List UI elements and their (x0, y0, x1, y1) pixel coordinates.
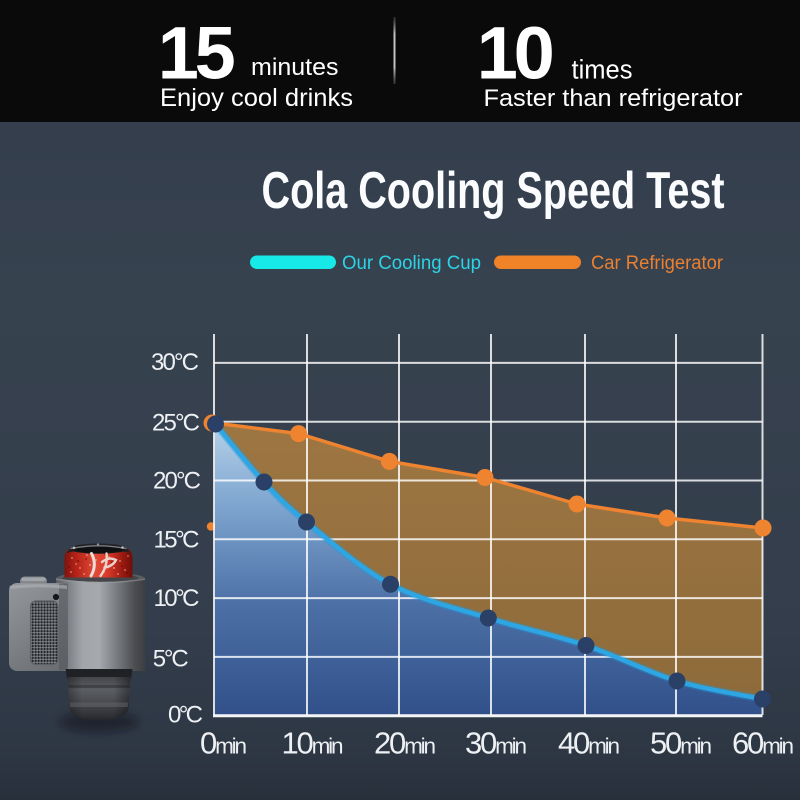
svg-text:40min: 40min (558, 726, 620, 761)
svg-text:times: times (572, 54, 633, 84)
svg-text:30°C: 30°C (151, 349, 199, 376)
svg-text:Our Cooling Cup: Our Cooling Cup (342, 253, 481, 274)
svg-text:0min: 0min (200, 726, 247, 761)
svg-text:15°C: 15°C (154, 526, 200, 553)
svg-text:Cola Cooling Speed Test: Cola Cooling Speed Test (262, 162, 725, 220)
svg-text:10°C: 10°C (154, 585, 200, 612)
svg-text:20min: 20min (374, 726, 436, 761)
svg-text:30min: 30min (465, 726, 527, 761)
svg-text:10min: 10min (282, 726, 344, 761)
svg-text:10: 10 (477, 12, 555, 95)
svg-text:60min: 60min (732, 726, 794, 761)
svg-text:0°C: 0°C (168, 702, 203, 729)
svg-text:Faster than refrigerator: Faster than refrigerator (484, 85, 743, 112)
svg-text:5°C: 5°C (153, 646, 189, 673)
svg-text:20°C: 20°C (153, 468, 201, 495)
svg-text:15: 15 (158, 12, 236, 95)
svg-text:Car Refrigerator: Car Refrigerator (591, 253, 724, 274)
svg-text:50min: 50min (650, 726, 712, 761)
svg-text:25°C: 25°C (152, 410, 200, 437)
svg-text:Enjoy cool drinks: Enjoy cool drinks (160, 84, 353, 112)
svg-text:minutes: minutes (251, 54, 339, 81)
